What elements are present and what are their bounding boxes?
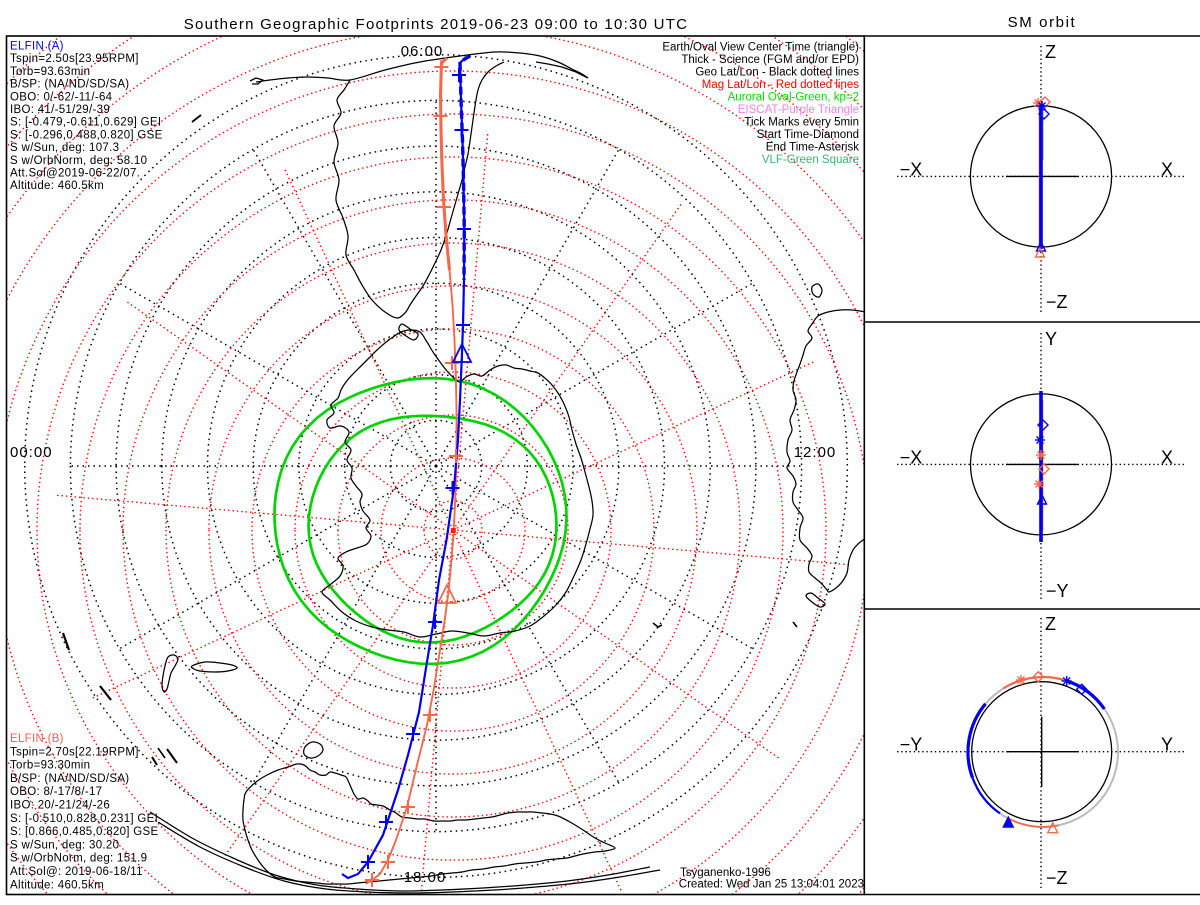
- svg-text:OBO: 0/-62/-11/-64: OBO: 0/-62/-11/-64: [10, 91, 113, 103]
- svg-text:−Z: −Z: [1046, 292, 1068, 312]
- svg-text:Geo Lat/Lon - Black dotted lin: Geo Lat/Lon - Black dotted lines: [695, 66, 859, 78]
- svg-text:S w/OrbNorm, deg: 58.10: S w/OrbNorm, deg: 58.10: [10, 155, 147, 167]
- svg-text:Thick - Science (FGM and/or EP: Thick - Science (FGM and/or EPD): [681, 54, 859, 66]
- svg-text:Tick Marks every 5min: Tick Marks every 5min: [744, 116, 859, 128]
- svg-text:S: [-0.510,0.828,0.231] GEI: S: [-0.510,0.828,0.231] GEI: [10, 813, 158, 825]
- svg-text:Torb=93.30min: Torb=93.30min: [10, 760, 90, 772]
- svg-text:−Y: −Y: [900, 735, 923, 755]
- svg-text:Y: Y: [1045, 329, 1057, 349]
- svg-text:−Y: −Y: [1046, 581, 1069, 601]
- svg-text:X: X: [1161, 159, 1173, 179]
- svg-text:Att.Sol@: 2019-06-18/11: Att.Sol@: 2019-06-18/11: [10, 866, 143, 878]
- svg-text:VLF-Green Square: VLF-Green Square: [762, 154, 859, 166]
- svg-text:−X: −X: [900, 447, 923, 467]
- svg-text:Att.Sol@2019-06-22/07.: Att.Sol@2019-06-22/07.: [10, 168, 140, 180]
- svg-text:End Time-Asterisk: End Time-Asterisk: [766, 141, 860, 153]
- svg-text:18:00: 18:00: [404, 869, 447, 886]
- svg-text:Created: Wed Jan 25 13:04:01 2: Created: Wed Jan 25 13:04:01 2023: [679, 879, 864, 891]
- svg-text:X: X: [1161, 447, 1173, 467]
- svg-text:Torb=93.63min: Torb=93.63min: [10, 66, 90, 78]
- svg-text:Start Time-Diamond: Start Time-Diamond: [757, 129, 859, 141]
- svg-text:S: [-0.296,0.488,0.820] GSE: S: [-0.296,0.488,0.820] GSE: [10, 129, 163, 141]
- svg-text:SM orbit: SM orbit: [1008, 14, 1077, 31]
- svg-text:00:00: 00:00: [10, 444, 53, 461]
- svg-text:−X: −X: [900, 159, 923, 179]
- svg-text:Y: Y: [1161, 735, 1173, 755]
- svg-text:Tspin=2.70s[22.19RPM]: Tspin=2.70s[22.19RPM]: [10, 746, 139, 758]
- svg-text:IBO: 41/-51/29/-39: IBO: 41/-51/29/-39: [10, 104, 110, 116]
- svg-text:B/SP: (NA/ND/SD/SA): B/SP: (NA/ND/SD/SA): [10, 773, 129, 785]
- svg-text:ELFIN (B): ELFIN (B): [10, 733, 64, 745]
- svg-text:Tsyganenko-1996: Tsyganenko-1996: [680, 867, 771, 879]
- svg-text:S: [0.866,0.485,0.820] GSE: S: [0.866,0.485,0.820] GSE: [10, 826, 158, 838]
- svg-text:Mag Lat/Lon - Red dotted lines: Mag Lat/Lon - Red dotted lines: [702, 79, 860, 91]
- svg-text:ELFIN (A): ELFIN (A): [10, 41, 64, 53]
- svg-text:OBO: 8/-17/8/-17: OBO: 8/-17/8/-17: [10, 786, 102, 798]
- svg-text:−Z: −Z: [1046, 868, 1068, 888]
- svg-text:IBO: 20/-21/24/-26: IBO: 20/-21/24/-26: [10, 800, 110, 812]
- svg-text:Auroral Oval-Green, kp=2: Auroral Oval-Green, kp=2: [728, 91, 859, 103]
- svg-text:12:00: 12:00: [794, 444, 837, 461]
- svg-text:S: [-0.479,-0.611,0.629] GEI: S: [-0.479,-0.611,0.629] GEI: [10, 117, 161, 129]
- svg-text:Z: Z: [1045, 614, 1056, 634]
- svg-text:EISCAT-Purple Triangle: EISCAT-Purple Triangle: [738, 104, 859, 116]
- svg-text:S w/OrbNorm, deg: 151.9: S w/OrbNorm, deg: 151.9: [10, 853, 147, 865]
- svg-text:Altitude: 460.5km: Altitude: 460.5km: [10, 180, 104, 192]
- svg-text:Altitude: 460.5km: Altitude: 460.5km: [10, 879, 104, 891]
- svg-text:Earth/Oval View Center Time (t: Earth/Oval View Center Time (triangle): [662, 41, 859, 53]
- svg-text:Z: Z: [1045, 42, 1056, 62]
- svg-text:06:00: 06:00: [401, 43, 444, 60]
- svg-text:Southern Geographic Footprints: Southern Geographic Footprints 2019-06-2…: [184, 16, 688, 33]
- svg-text:Tspin=2.50s[23.95RPM]: Tspin=2.50s[23.95RPM]: [10, 53, 139, 65]
- svg-text:S w/Sun, deg: 107.3: S w/Sun, deg: 107.3: [10, 142, 119, 154]
- svg-text:S w/Sun, deg: 30.20: S w/Sun, deg: 30.20: [10, 839, 119, 851]
- svg-text:B/SP: (NA/ND/SD/SA): B/SP: (NA/ND/SD/SA): [10, 79, 129, 91]
